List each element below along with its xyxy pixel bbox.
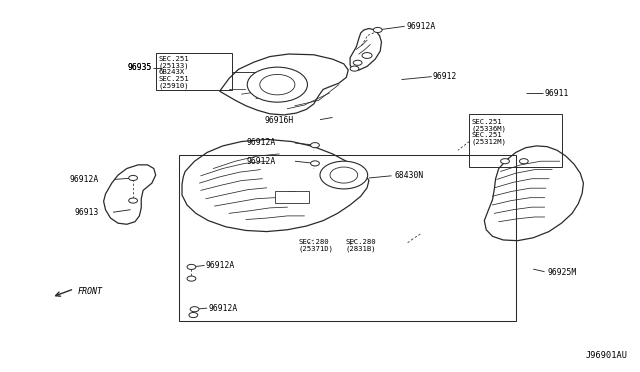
Text: 96912A: 96912A	[206, 261, 235, 270]
Circle shape	[190, 307, 199, 312]
Circle shape	[129, 198, 138, 203]
Text: (25371D): (25371D)	[298, 246, 333, 252]
Circle shape	[330, 167, 358, 183]
Text: 96916H: 96916H	[264, 116, 294, 125]
Polygon shape	[220, 54, 348, 115]
Bar	[275, 191, 309, 203]
Text: 96935: 96935	[127, 63, 152, 72]
Text: 96925M: 96925M	[547, 268, 576, 277]
Text: FRONT: FRONT	[77, 287, 102, 296]
Bar	[156, 53, 232, 90]
Circle shape	[189, 312, 198, 318]
Circle shape	[520, 159, 528, 164]
Circle shape	[362, 52, 372, 58]
Polygon shape	[350, 29, 381, 70]
Text: 96913: 96913	[75, 208, 99, 217]
Circle shape	[310, 142, 319, 148]
Polygon shape	[104, 165, 156, 224]
Text: J96901AU: J96901AU	[586, 351, 627, 360]
Text: (25336M): (25336M)	[472, 125, 507, 132]
Circle shape	[350, 66, 359, 71]
Circle shape	[310, 161, 319, 166]
Circle shape	[260, 74, 295, 95]
Text: 96912A: 96912A	[209, 304, 237, 312]
Text: 68430N: 68430N	[394, 171, 423, 180]
Text: SEC.251: SEC.251	[472, 119, 502, 125]
Text: 96912A: 96912A	[70, 175, 99, 184]
Circle shape	[320, 161, 367, 189]
Circle shape	[187, 264, 196, 269]
Circle shape	[373, 28, 382, 32]
Text: (25910): (25910)	[158, 83, 189, 89]
Text: SEC.251: SEC.251	[158, 76, 189, 82]
Text: SEC.280: SEC.280	[345, 239, 376, 245]
Text: (25133): (25133)	[158, 63, 189, 69]
Circle shape	[247, 67, 307, 102]
Text: SEC.280: SEC.280	[298, 239, 329, 245]
Polygon shape	[484, 146, 584, 241]
Text: (25312M): (25312M)	[472, 138, 507, 145]
Bar	[179, 155, 516, 321]
Text: 96912A: 96912A	[247, 157, 276, 166]
Text: (2831B): (2831B)	[345, 246, 376, 252]
Text: 96935: 96935	[127, 63, 152, 72]
Text: 96911: 96911	[545, 89, 569, 97]
Text: 96912A: 96912A	[247, 138, 276, 147]
Text: 96912: 96912	[433, 72, 457, 81]
Circle shape	[500, 159, 509, 164]
Polygon shape	[182, 140, 369, 231]
Circle shape	[282, 192, 301, 202]
Text: SEC.251: SEC.251	[472, 132, 502, 138]
Bar	[469, 114, 562, 167]
Circle shape	[353, 60, 362, 65]
Text: SEC.251: SEC.251	[158, 56, 189, 62]
Text: 6B243X: 6B243X	[158, 69, 184, 76]
Circle shape	[187, 276, 196, 281]
Text: 96912A: 96912A	[406, 22, 436, 31]
Circle shape	[129, 176, 138, 180]
